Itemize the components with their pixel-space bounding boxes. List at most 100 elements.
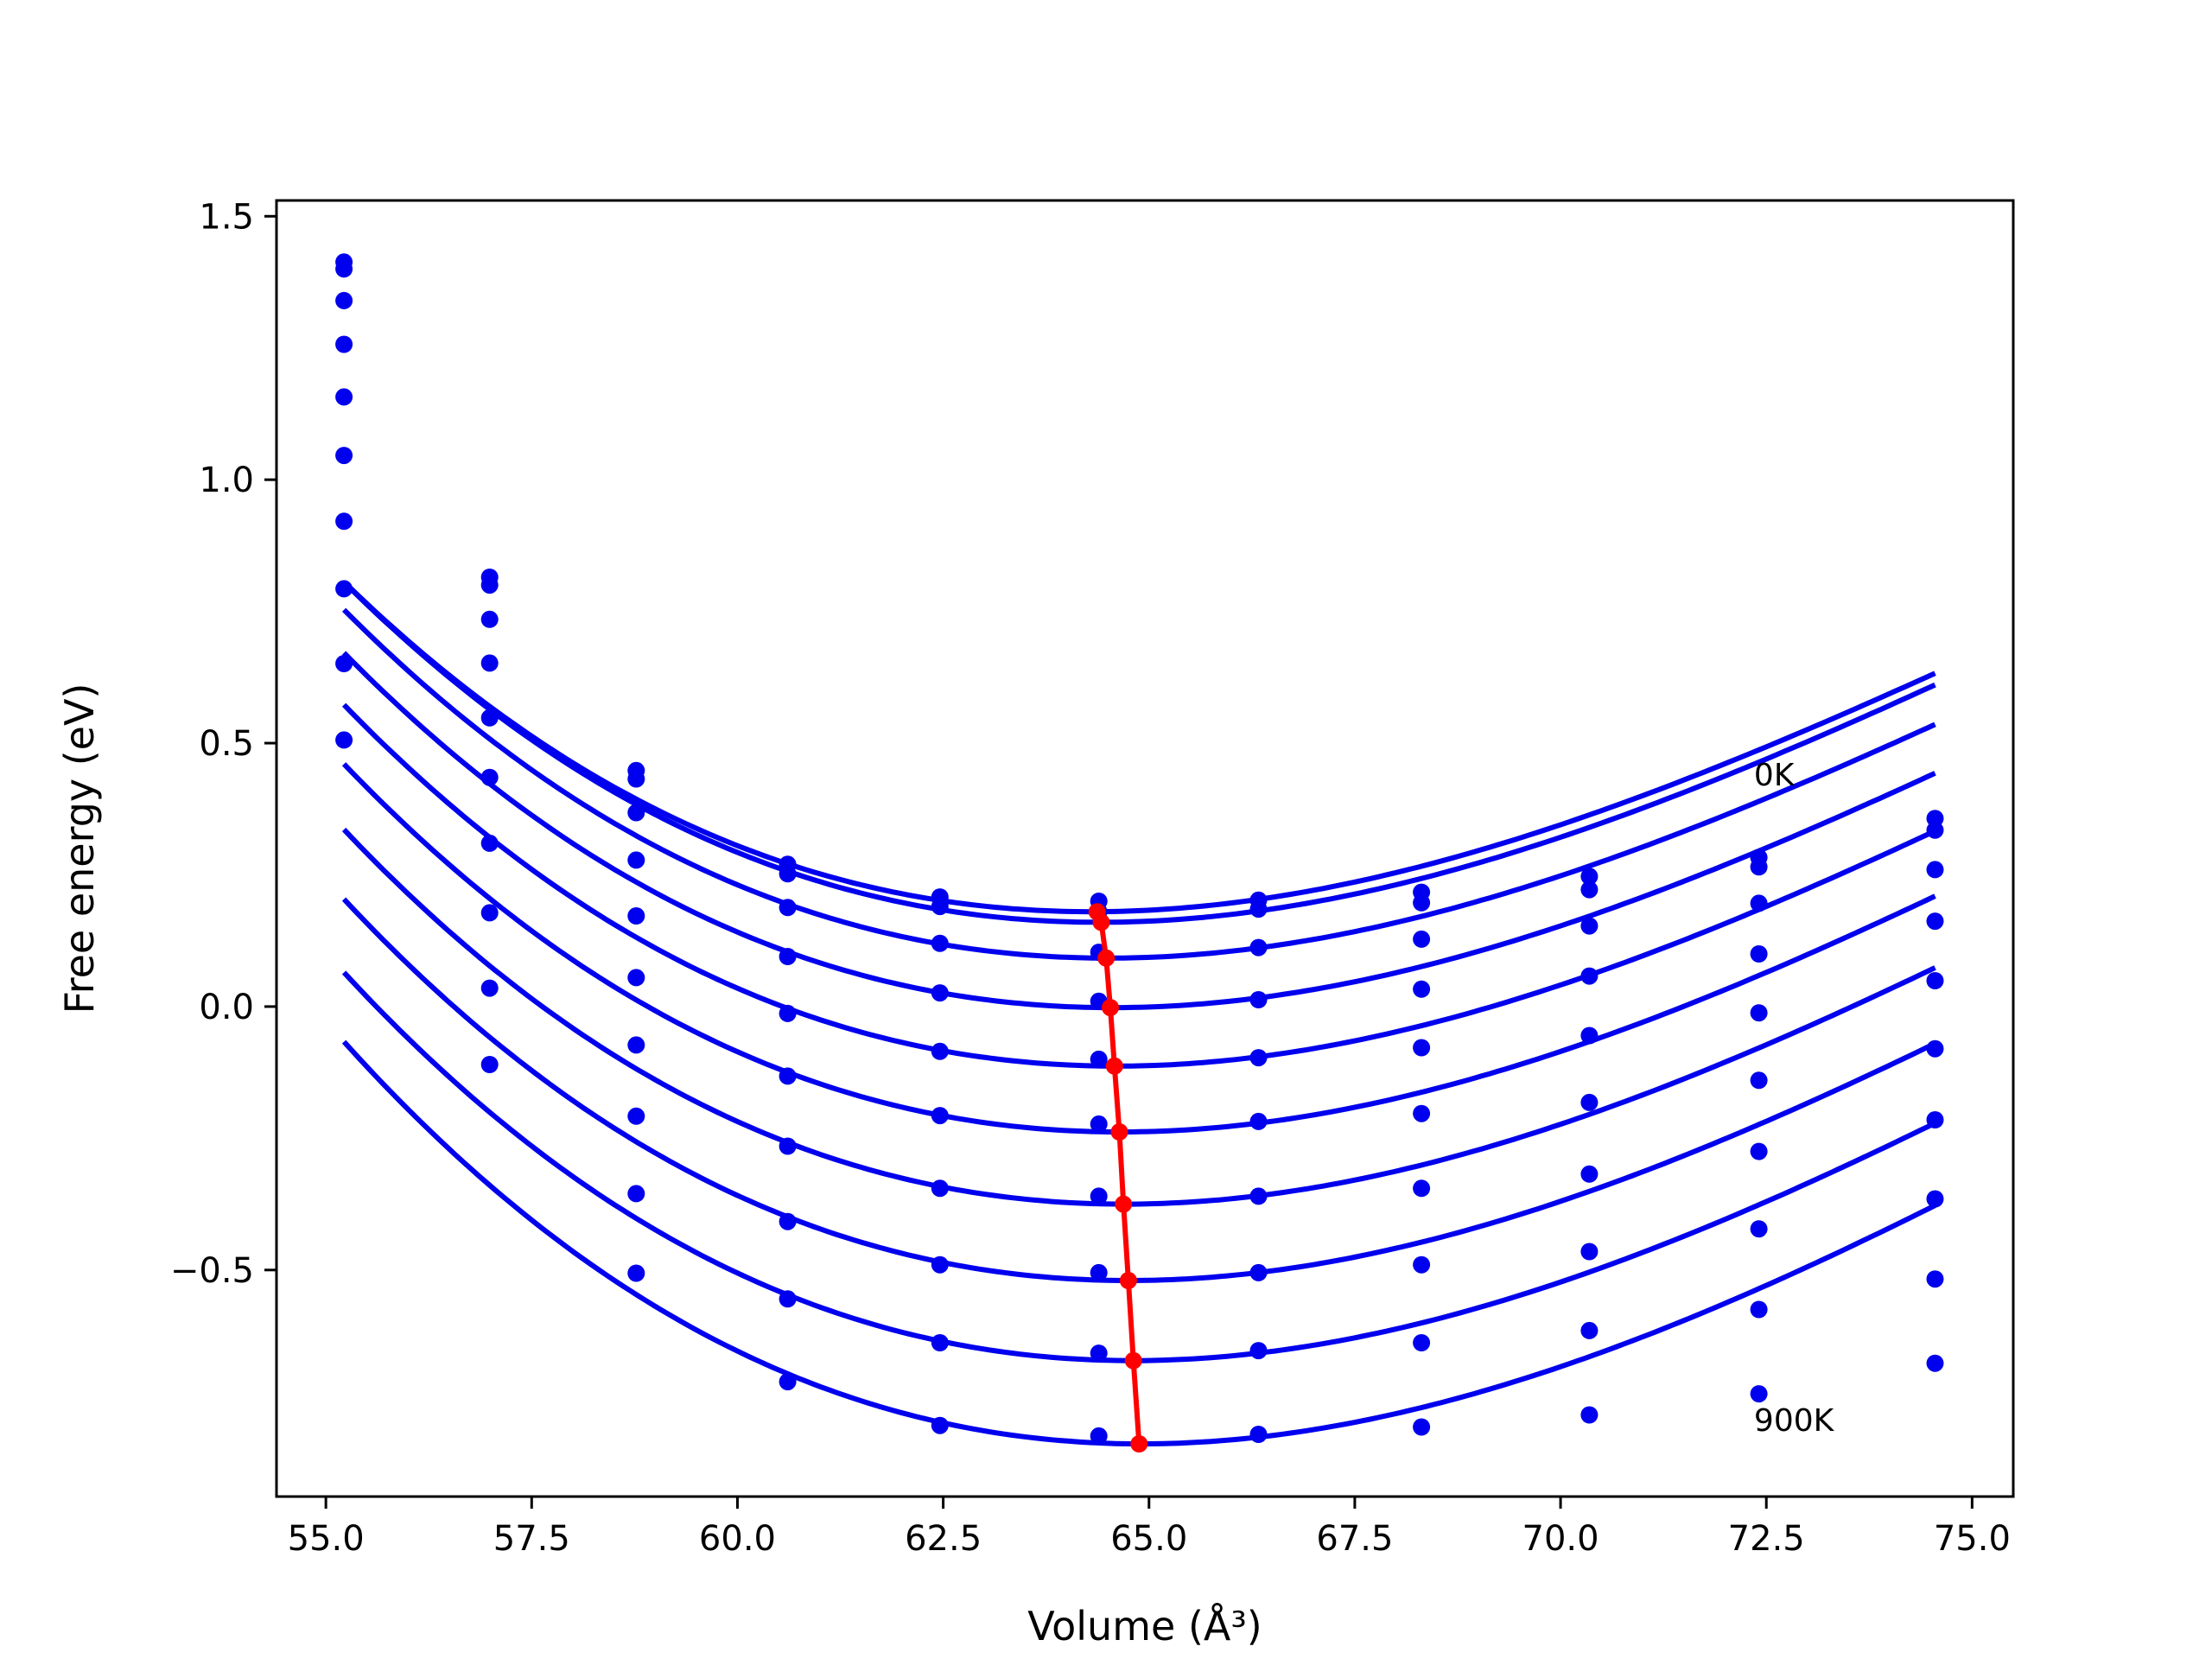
data-point-9-0 <box>335 731 353 749</box>
data-point-7-7 <box>1413 1255 1431 1274</box>
data-point-9-4 <box>931 1416 949 1434</box>
minimum-path <box>1088 903 1148 1452</box>
data-point-6-8 <box>1580 1165 1599 1183</box>
y-axis-label: Free energy (eV) <box>56 683 103 1014</box>
data-point-5-2 <box>627 969 645 987</box>
data-point-1-2 <box>627 770 645 788</box>
data-point-1-8 <box>1580 880 1599 899</box>
minimum-point-5 <box>1110 1123 1128 1141</box>
data-point-8-10 <box>1926 1270 1944 1288</box>
fit-curve-3 <box>341 651 1936 1011</box>
minimum-point-3 <box>1102 999 1119 1017</box>
fit-curves <box>341 580 1936 1446</box>
data-point-3-7 <box>1413 980 1431 998</box>
fit-curve-7 <box>341 897 1936 1283</box>
data-point-3-6 <box>1249 991 1268 1008</box>
data-point-4-9 <box>1750 1004 1768 1022</box>
data-point-3-3 <box>779 948 797 965</box>
data-point-1-7 <box>1413 893 1431 912</box>
fit-curve-5 <box>341 762 1936 1135</box>
data-point-4-6 <box>1249 1049 1268 1067</box>
data-point-8-1 <box>480 979 499 997</box>
fit-curve-0 <box>342 580 1936 915</box>
data-point-7-8 <box>1580 1243 1599 1261</box>
data-point-8-8 <box>1580 1321 1599 1339</box>
x-tick-label-1: 57.5 <box>493 1519 570 1559</box>
y-tick-label-3: 1.0 <box>199 461 254 500</box>
data-point-2-9 <box>1750 894 1768 912</box>
y-tick-label-1: 0.0 <box>199 988 254 1027</box>
data-point-7-0 <box>335 580 353 598</box>
minimum-point-8 <box>1124 1351 1142 1370</box>
data-point-0-8 <box>1580 868 1599 886</box>
data-point-5-7 <box>1413 1104 1431 1122</box>
data-point-6-1 <box>480 834 499 852</box>
data-point-8-6 <box>1249 1342 1268 1360</box>
minimum-point-4 <box>1105 1057 1123 1075</box>
data-point-7-10 <box>1926 1190 1944 1208</box>
minimum-point-7 <box>1119 1272 1137 1289</box>
fit-curve-2 <box>341 607 1936 961</box>
data-point-8-0 <box>335 655 353 672</box>
data-point-2-2 <box>627 804 645 822</box>
data-point-2-1 <box>480 610 499 628</box>
data-point-3-2 <box>627 851 645 869</box>
data-point-7-9 <box>1750 1220 1768 1238</box>
data-point-7-3 <box>779 1212 797 1230</box>
data-point-4-10 <box>1926 972 1944 989</box>
data-point-4-3 <box>779 1004 797 1022</box>
data-point-8-2 <box>627 1185 645 1203</box>
data-point-1-9 <box>1750 858 1768 876</box>
x-tick-label-0: 55.0 <box>288 1519 365 1559</box>
data-point-8-7 <box>1413 1334 1431 1351</box>
x-tick-label-4: 65.0 <box>1110 1519 1187 1559</box>
data-point-5-5 <box>1090 1115 1108 1133</box>
x-tick-label-7: 72.5 <box>1728 1519 1805 1559</box>
data-point-8-5 <box>1090 1344 1108 1363</box>
data-point-2-7 <box>1413 930 1431 948</box>
data-point-5-4 <box>931 1107 949 1125</box>
fit-curve-8 <box>341 970 1936 1363</box>
data-point-9-2 <box>627 1264 645 1282</box>
data-point-1-0 <box>335 260 353 278</box>
data-point-9-1 <box>480 1056 499 1073</box>
data-point-9-3 <box>779 1373 797 1391</box>
x-tick-label-8: 75.0 <box>1934 1519 2011 1559</box>
data-point-6-9 <box>1750 1142 1768 1160</box>
data-point-5-10 <box>1926 1039 1944 1058</box>
data-point-8-3 <box>779 1290 797 1308</box>
data-point-2-6 <box>1249 938 1268 957</box>
data-point-1-1 <box>480 576 499 594</box>
y-tick-label-2: 0.5 <box>199 724 254 764</box>
data-point-9-7 <box>1413 1418 1431 1436</box>
data-points <box>335 253 1944 1445</box>
annotation-0: 0K <box>1754 758 1796 793</box>
data-point-5-8 <box>1580 1093 1599 1111</box>
data-point-7-1 <box>480 904 499 922</box>
data-point-1-6 <box>1249 900 1268 918</box>
minimum-point-1 <box>1092 913 1110 931</box>
x-tick-label-2: 60.0 <box>699 1519 776 1559</box>
data-point-5-3 <box>779 1067 797 1085</box>
fit-curve-4 <box>341 702 1936 1069</box>
plot-frame <box>275 199 2015 1498</box>
y-tick-label-4: 1.5 <box>199 197 254 237</box>
data-point-6-5 <box>1090 1187 1108 1205</box>
data-point-3-8 <box>1580 967 1599 985</box>
data-point-9-5 <box>1090 1427 1108 1445</box>
data-point-2-8 <box>1580 917 1599 935</box>
data-point-6-3 <box>779 1137 797 1155</box>
data-point-6-4 <box>931 1179 949 1198</box>
data-point-5-1 <box>480 768 499 786</box>
minimum-point-2 <box>1097 949 1116 967</box>
data-point-2-0 <box>335 291 353 309</box>
x-tick-label-3: 62.5 <box>905 1519 982 1559</box>
data-point-8-4 <box>931 1334 949 1351</box>
data-point-2-4 <box>931 934 949 952</box>
data-point-3-0 <box>335 335 353 353</box>
data-point-9-10 <box>1926 1354 1944 1372</box>
x-axis-label: Volume (Å³) <box>1027 1603 1262 1649</box>
data-point-4-8 <box>1580 1027 1599 1045</box>
fit-curve-9 <box>341 1039 1936 1446</box>
data-point-5-6 <box>1249 1112 1268 1130</box>
